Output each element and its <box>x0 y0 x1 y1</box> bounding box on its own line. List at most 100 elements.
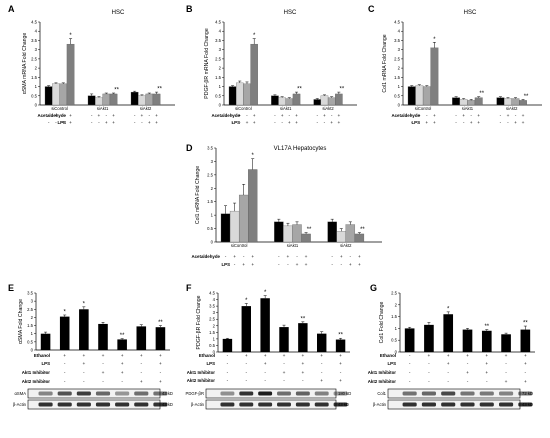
group-label: siAkt1 <box>280 106 292 111</box>
panel-d: D VL17A Hepatocytes 0 0.5 1 1.5 2 2.5 3 3.5 Col1 m… <box>186 143 382 268</box>
treatment-sign: - <box>419 121 421 126</box>
y-axis-label: αSMA Fold Change <box>18 299 24 344</box>
treatment-sign: - <box>278 255 280 260</box>
blot-band <box>314 402 329 407</box>
y-tick-label: 1 <box>211 213 214 218</box>
y-tick-label: 0 <box>213 350 216 355</box>
treatment-sign: - <box>121 380 123 385</box>
y-tick-label: 1 <box>398 84 401 89</box>
treatment-sign: + <box>112 114 115 119</box>
treatment-sign: + <box>320 379 323 384</box>
treatment-sign: + <box>159 362 162 367</box>
blot-band <box>76 391 91 396</box>
treatment-sign: - <box>160 371 162 376</box>
treatment-sign: - <box>455 114 457 119</box>
blot-band <box>333 402 348 407</box>
group-label: siAkt1 <box>97 106 109 111</box>
bar <box>40 333 51 350</box>
treatment-sign: + <box>305 263 308 268</box>
treatment-sign: - <box>428 380 430 385</box>
treatment-label: Ethanol <box>34 353 50 358</box>
treatment-sign: + <box>55 114 58 119</box>
treatment-sign: - <box>140 371 142 376</box>
y-tick-label: 2.5 <box>31 56 37 61</box>
blot-protein-label: β-Actin <box>373 402 387 407</box>
blot-band <box>441 402 456 407</box>
bar <box>474 97 483 106</box>
significance-mark: ** <box>338 333 343 339</box>
blot-band <box>76 402 91 407</box>
blot-kd-label: 43 kD <box>162 391 173 396</box>
group-label: siControl <box>235 106 252 111</box>
treatment-sign: - <box>409 380 411 385</box>
treatment-sign: - <box>296 255 298 260</box>
y-tick-label: 0 <box>211 240 214 245</box>
treatment-sign: + <box>505 380 508 385</box>
bar <box>285 98 294 106</box>
panel-letter: B <box>186 4 193 14</box>
treatment-sign: + <box>253 121 256 126</box>
treatment-sign: + <box>524 362 527 367</box>
y-tick-label: 0.5 <box>31 93 37 98</box>
treatment-label: Acetaldehyde <box>191 254 220 259</box>
bar <box>313 99 322 106</box>
y-tick-label: 2 <box>31 315 34 320</box>
y-tick-label: 1 <box>31 331 34 336</box>
y-axis-label: Col1 mRNA Fold Change <box>382 34 388 92</box>
treatment-sign: - <box>324 121 326 126</box>
blot-band <box>239 402 254 407</box>
treatment-sign: - <box>428 371 430 376</box>
y-tick-label: 0.5 <box>207 226 213 231</box>
treatment-sign: + <box>245 354 248 359</box>
blot-band <box>479 402 494 407</box>
treatment-sign: + <box>82 362 85 367</box>
treatment-sign: - <box>505 371 507 376</box>
bar <box>320 95 329 106</box>
treatment-sign: + <box>447 362 450 367</box>
y-tick-label: 4 <box>213 297 216 302</box>
y-tick-label: 1.5 <box>215 75 221 80</box>
treatment-label: Acetaldehyde <box>391 113 420 118</box>
blot-band <box>518 402 533 407</box>
blot-band <box>57 402 72 407</box>
treatment-sign: - <box>411 114 413 119</box>
treatment-label: Akt1 Inhibitor <box>187 370 216 375</box>
treatment-sign: + <box>102 354 105 359</box>
treatment-sign: - <box>45 354 47 359</box>
treatment-label: LPS <box>411 120 420 125</box>
treatment-sign: + <box>339 362 342 367</box>
treatment-sign: + <box>238 114 241 119</box>
treatment-sign: + <box>485 354 488 359</box>
y-tick-label: 1.5 <box>31 75 37 80</box>
bar <box>301 233 311 243</box>
treatment-sign: - <box>264 371 266 376</box>
bar <box>136 326 147 350</box>
treatment-sign: + <box>159 380 162 385</box>
y-axis-label: Col1 Fold Change <box>379 301 385 343</box>
significance-mark: * <box>253 33 256 39</box>
bar <box>260 298 270 352</box>
bar <box>117 339 127 350</box>
treatment-sign: + <box>340 255 343 260</box>
treatment-sign: - <box>321 371 323 376</box>
treatment-sign: + <box>470 121 473 126</box>
significance-mark: ** <box>297 87 302 93</box>
significance-mark: * <box>433 37 436 43</box>
treatment-sign: + <box>320 354 323 359</box>
treatment-label: LPS <box>387 361 396 366</box>
treatment-sign: - <box>525 371 527 376</box>
treatment-sign: - <box>486 380 488 385</box>
treatment-sign: - <box>455 121 457 126</box>
treatment-sign: + <box>301 371 304 376</box>
treatment-label: LPS <box>231 120 240 125</box>
treatment-sign: - <box>467 362 469 367</box>
bar <box>248 169 258 243</box>
bar <box>138 95 146 106</box>
treatment-sign: + <box>233 255 236 260</box>
treatment-sign: + <box>251 255 254 260</box>
bar <box>95 97 103 106</box>
treatment-sign: + <box>253 114 256 119</box>
y-tick-label: 2.5 <box>207 172 213 177</box>
treatment-sign: - <box>331 255 333 260</box>
